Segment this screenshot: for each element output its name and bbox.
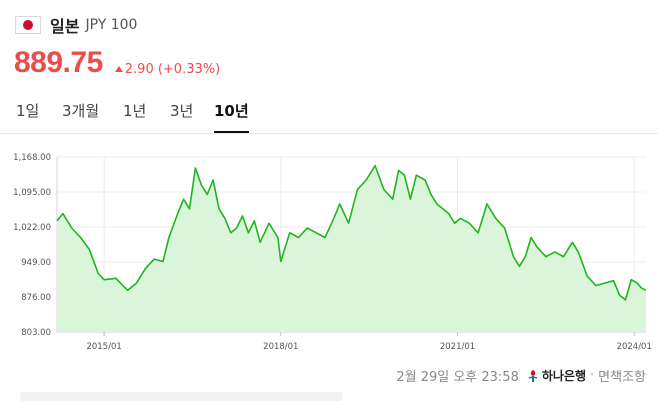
quote-row: 889.75 2.90 (+0.33%) — [14, 46, 220, 80]
bank-name: 하나은행 — [541, 369, 587, 383]
series-area — [57, 165, 646, 332]
tab-1y[interactable]: 1년 — [123, 102, 147, 120]
tab-3m[interactable]: 3개월 — [62, 102, 100, 120]
x-tick-label: 2015/01 — [86, 342, 121, 352]
separator: · — [590, 368, 595, 383]
tab-1d[interactable]: 1일 — [16, 102, 40, 120]
x-tick-label: 2021/01 — [440, 342, 475, 352]
hana-bank-logo-icon — [528, 369, 538, 382]
up-triangle-icon — [114, 66, 123, 72]
country-name: 일본 — [50, 17, 80, 36]
price-change: 2.90 (+0.33%) — [114, 61, 221, 77]
series-line — [56, 164, 647, 301]
x-tick-label: 2024/01 — [617, 342, 652, 352]
exchange-rate-chart: 1,168.00 1,095.00 1,022.00 949.00 876.00 803.… — [13, 153, 652, 352]
chart-footer: 2월 29일 오후 23:58 하나은행 · 면책조항 — [396, 366, 646, 385]
change-value: 2.90 (+0.33%) — [124, 61, 221, 77]
data-source: 하나은행 — [527, 367, 586, 384]
update-timestamp: 2월 29일 오후 23:58 — [396, 370, 519, 385]
y-tick-label: 1,168.00 — [13, 153, 51, 163]
y-tick-label: 949.00 — [21, 258, 51, 268]
y-tick-label: 876.00 — [21, 293, 51, 303]
current-price: 889.75 — [14, 46, 103, 79]
scroll-hint-bar — [20, 392, 342, 401]
tab-3y[interactable]: 3년 — [170, 102, 194, 120]
period-tabs: 1일 3개월 1년 3년 10년 — [0, 98, 658, 134]
y-tick-label: 1,022.00 — [13, 223, 51, 233]
currency-header: 일본 JPY 100 — [15, 14, 137, 36]
japan-flag-icon — [15, 16, 41, 34]
y-tick-label: 803.00 — [21, 328, 51, 338]
currency-pair: JPY 100 — [85, 17, 138, 33]
tab-10y[interactable]: 10년 — [214, 100, 249, 133]
x-tick-label: 2018/01 — [263, 342, 298, 352]
disclaimer-link[interactable]: 면책조항 — [598, 370, 646, 385]
y-tick-label: 1,095.00 — [13, 188, 51, 198]
